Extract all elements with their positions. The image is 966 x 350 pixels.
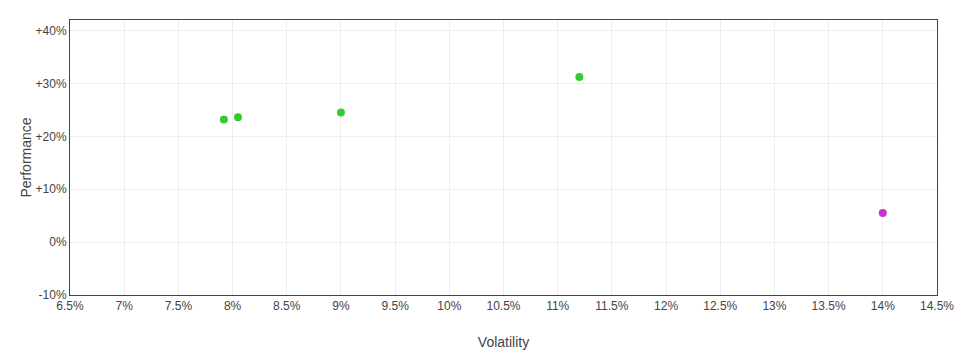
svg-text:Performance: Performance [18, 117, 34, 197]
svg-text:14.5%: 14.5% [920, 299, 954, 313]
svg-text:11.5%: 11.5% [595, 299, 628, 313]
svg-text:9%: 9% [332, 299, 350, 313]
svg-text:10.5%: 10.5% [486, 299, 520, 313]
svg-text:0%: 0% [49, 235, 67, 249]
svg-text:8.5%: 8.5% [273, 299, 301, 313]
svg-text:13%: 13% [762, 299, 786, 313]
svg-text:11%: 11% [546, 299, 569, 313]
svg-text:12%: 12% [654, 299, 678, 313]
svg-text:+40%: +40% [36, 24, 67, 38]
svg-text:8%: 8% [224, 299, 242, 313]
svg-text:Volatility: Volatility [478, 334, 529, 350]
svg-text:12.5%: 12.5% [703, 299, 737, 313]
svg-text:-10%: -10% [39, 288, 67, 302]
svg-text:9.5%: 9.5% [381, 299, 409, 313]
svg-text:10%: 10% [437, 299, 461, 313]
svg-text:+10%: +10% [36, 182, 67, 196]
svg-text:13.5%: 13.5% [812, 299, 846, 313]
svg-text:7.5%: 7.5% [165, 299, 193, 313]
svg-text:14%: 14% [871, 299, 895, 313]
svg-text:+20%: +20% [36, 130, 67, 144]
svg-text:6.5%: 6.5% [56, 299, 84, 313]
svg-text:+30%: +30% [36, 77, 67, 91]
svg-text:7%: 7% [116, 299, 134, 313]
